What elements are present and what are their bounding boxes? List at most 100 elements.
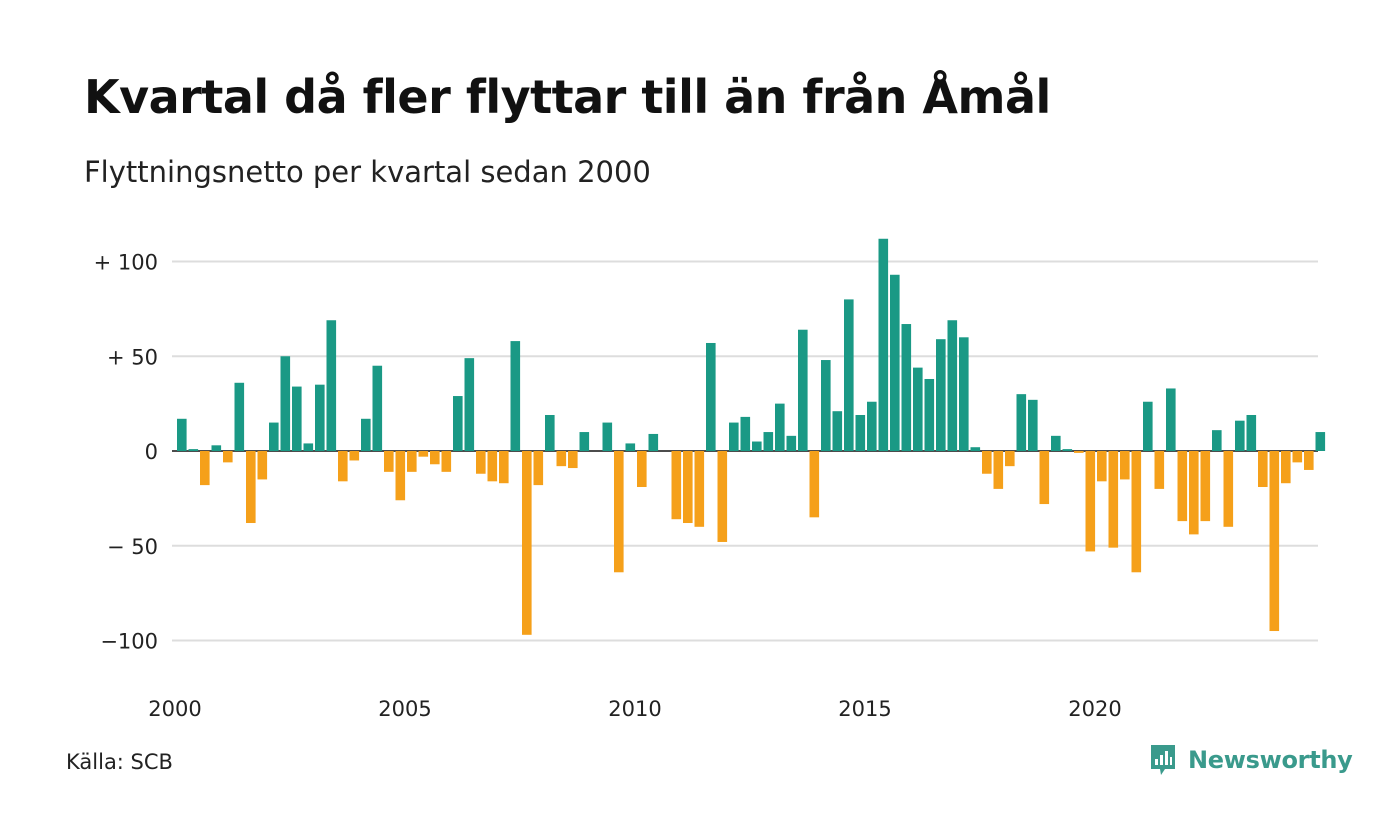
bar-positive: [602, 422, 613, 451]
y-tick-label: −100: [100, 630, 158, 654]
bar-negative: [1177, 451, 1188, 522]
bar-positive: [453, 396, 463, 451]
y-axis-tick-labels: + 100 + 50 0 − 50 −100: [94, 251, 158, 654]
bar-positive: [947, 320, 958, 451]
bar-positive: [867, 401, 877, 451]
bar-negative: [1200, 451, 1211, 522]
bar-negative: [1258, 451, 1268, 488]
bar-positive: [177, 418, 187, 451]
bar-positive: [890, 274, 900, 451]
bar-positive: [1166, 388, 1176, 451]
bar-positive: [234, 382, 245, 451]
chart-title: Kvartal då fler flyttar till än från Åmå…: [84, 70, 1051, 124]
bar-negative: [683, 451, 693, 524]
bar-positive: [326, 320, 337, 451]
bar-negative: [1131, 451, 1142, 573]
bar-negative: [1269, 451, 1280, 632]
bar-negative: [395, 451, 406, 501]
bar-negative: [1074, 451, 1084, 453]
bar-positive: [936, 339, 946, 451]
x-tick-label: 2005: [378, 697, 431, 721]
bar-negative: [476, 451, 486, 474]
bar-positive: [510, 341, 521, 451]
bar-negative: [349, 451, 360, 461]
bar-positive: [1246, 414, 1257, 451]
bar-negative: [487, 451, 498, 482]
bar-negative: [533, 451, 544, 486]
bar-positive: [1143, 401, 1153, 451]
bar-negative: [1281, 451, 1291, 484]
y-tick-label: + 100: [94, 251, 158, 275]
bar-positive: [545, 414, 555, 451]
bar-negative: [982, 451, 992, 474]
bar-positive: [832, 411, 843, 451]
bar-positive: [464, 358, 475, 451]
bar-positive: [211, 445, 222, 451]
bar-positive: [706, 342, 716, 451]
bar-negative: [717, 451, 728, 542]
y-tick-label: − 50: [107, 535, 158, 559]
bar-positive: [740, 416, 751, 451]
x-tick-label: 2010: [608, 697, 661, 721]
bar-positive: [729, 422, 739, 451]
bar-positive: [625, 443, 636, 451]
bar-positive: [786, 435, 797, 451]
bar-positive: [579, 432, 590, 451]
bar-negative: [1097, 451, 1107, 482]
x-tick-label: 2015: [838, 697, 891, 721]
chart-subtitle: Flyttningsnetto per kvartal sedan 2000: [84, 155, 651, 189]
bar-negative: [1120, 451, 1130, 480]
y-tick-label: 0: [145, 440, 158, 464]
bar-negative: [499, 451, 509, 484]
bar-negative: [223, 451, 233, 463]
bar-positive: [821, 360, 831, 451]
bar-negative: [1304, 451, 1314, 470]
bar-positive: [1051, 435, 1061, 451]
bar-positive: [970, 447, 981, 451]
bar-positive: [901, 324, 912, 451]
bar-chart-logo-icon: [1151, 745, 1175, 775]
bar-positive: [844, 299, 854, 451]
bar-negative: [430, 451, 440, 465]
y-tick-label: + 50: [107, 345, 158, 369]
bar-negative: [1223, 451, 1234, 527]
newsworthy-logo[interactable]: Newsworthy: [1148, 742, 1353, 778]
bar-negative: [556, 451, 567, 467]
bar-negative: [671, 451, 682, 520]
bar-negative: [637, 451, 647, 488]
bar-negative: [694, 451, 705, 527]
bar-negative: [568, 451, 578, 469]
bar-positive: [292, 386, 302, 451]
bar-positive: [1062, 449, 1073, 451]
bar-positive: [924, 378, 935, 451]
bar-negative: [614, 451, 624, 573]
bar-positive: [361, 418, 371, 451]
bar-negative: [246, 451, 256, 524]
bar-positive: [303, 443, 314, 451]
bar-positive: [959, 337, 969, 451]
x-tick-label: 2020: [1068, 697, 1121, 721]
bar-positive: [1315, 432, 1326, 451]
bar-negative: [1292, 451, 1303, 463]
bar-positive: [648, 433, 659, 451]
bar-negative: [1108, 451, 1119, 548]
bar-negative: [418, 451, 429, 457]
bar-positive: [913, 367, 923, 451]
brand-name: Newsworthy: [1188, 746, 1353, 774]
bar-negative: [407, 451, 417, 472]
bar-positive: [878, 238, 889, 451]
x-axis-tick-labels: 2000 2005 2010 2015 2020: [148, 697, 1121, 721]
bar-negative: [384, 451, 394, 472]
bar-negative: [1189, 451, 1199, 535]
bar-positive: [1235, 420, 1245, 451]
bar-positive: [372, 365, 383, 451]
bar-negative: [257, 451, 268, 480]
bar-negative: [522, 451, 532, 635]
bar-negative: [1005, 451, 1015, 467]
bar-positive: [280, 356, 291, 451]
bar-positive: [763, 432, 774, 451]
bar-negative: [1154, 451, 1165, 489]
x-tick-label: 2000: [148, 697, 201, 721]
bar-positive: [269, 422, 279, 451]
